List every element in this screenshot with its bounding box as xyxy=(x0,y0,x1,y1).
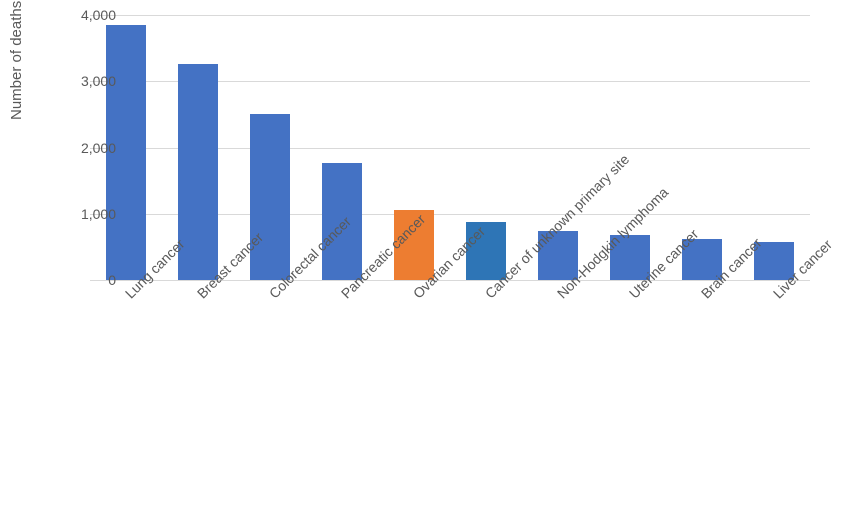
bars-group xyxy=(90,15,810,280)
y-tick-label: 1,000 xyxy=(56,206,116,222)
x-axis-line xyxy=(90,280,810,281)
y-tick-label: 3,000 xyxy=(56,73,116,89)
x-label-slot: Brain cancer xyxy=(666,286,738,486)
cancer-deaths-bar-chart: Number of deaths 01,0002,0003,0004,000 L… xyxy=(0,0,842,506)
x-label-slot: Ovarian cancer xyxy=(378,286,450,486)
x-label-slot: Cancer of unknown primary site xyxy=(450,286,522,486)
x-label-slot: Lung cancer xyxy=(90,286,162,486)
y-tick-label: 2,000 xyxy=(56,140,116,156)
x-tick-labels: Lung cancerBreast cancerColorectal cance… xyxy=(90,286,810,486)
x-label-slot: Non-Hodgkin lymphoma xyxy=(522,286,594,486)
plot-area xyxy=(90,15,810,280)
x-label-slot: Uterine cancer xyxy=(594,286,666,486)
y-tick-label: 4,000 xyxy=(56,7,116,23)
x-label-slot: Colorectal cancer xyxy=(234,286,306,486)
x-label-slot: Breast cancer xyxy=(162,286,234,486)
x-label-slot: Liver cancer xyxy=(738,286,810,486)
bar xyxy=(250,114,290,280)
y-axis-label: Number of deaths xyxy=(8,1,25,120)
x-label-slot: Pancreatic cancer xyxy=(306,286,378,486)
